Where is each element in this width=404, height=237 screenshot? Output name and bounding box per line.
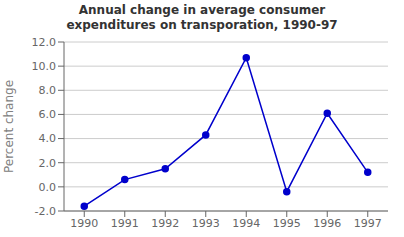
svg-text:1991: 1991 xyxy=(111,217,139,230)
html-text:Annual change in average consu: Annual change in average consumer expend… xyxy=(66,3,338,32)
svg-text:4.0: 4.0 xyxy=(39,132,57,145)
svg-text:1997: 1997 xyxy=(354,217,382,230)
svg-text:1990: 1990 xyxy=(70,217,98,230)
svg-text:1993: 1993 xyxy=(192,217,220,230)
svg-text:12.0: 12.0 xyxy=(32,36,57,49)
svg-text:Percent change: Percent change xyxy=(8,80,16,173)
svg-text:2.0: 2.0 xyxy=(39,157,57,170)
svg-text:8.0: 8.0 xyxy=(39,84,57,97)
svg-text:-2.0: -2.0 xyxy=(35,205,56,218)
svg-text:10.0: 10.0 xyxy=(32,60,57,73)
svg-text:1996: 1996 xyxy=(313,217,341,230)
svg-text:0.0: 0.0 xyxy=(39,181,57,194)
svg-text:1994: 1994 xyxy=(232,217,260,230)
svg-text:1992: 1992 xyxy=(151,217,179,230)
svg-text:1995: 1995 xyxy=(273,217,301,230)
svg-text:6.0: 6.0 xyxy=(39,108,57,121)
